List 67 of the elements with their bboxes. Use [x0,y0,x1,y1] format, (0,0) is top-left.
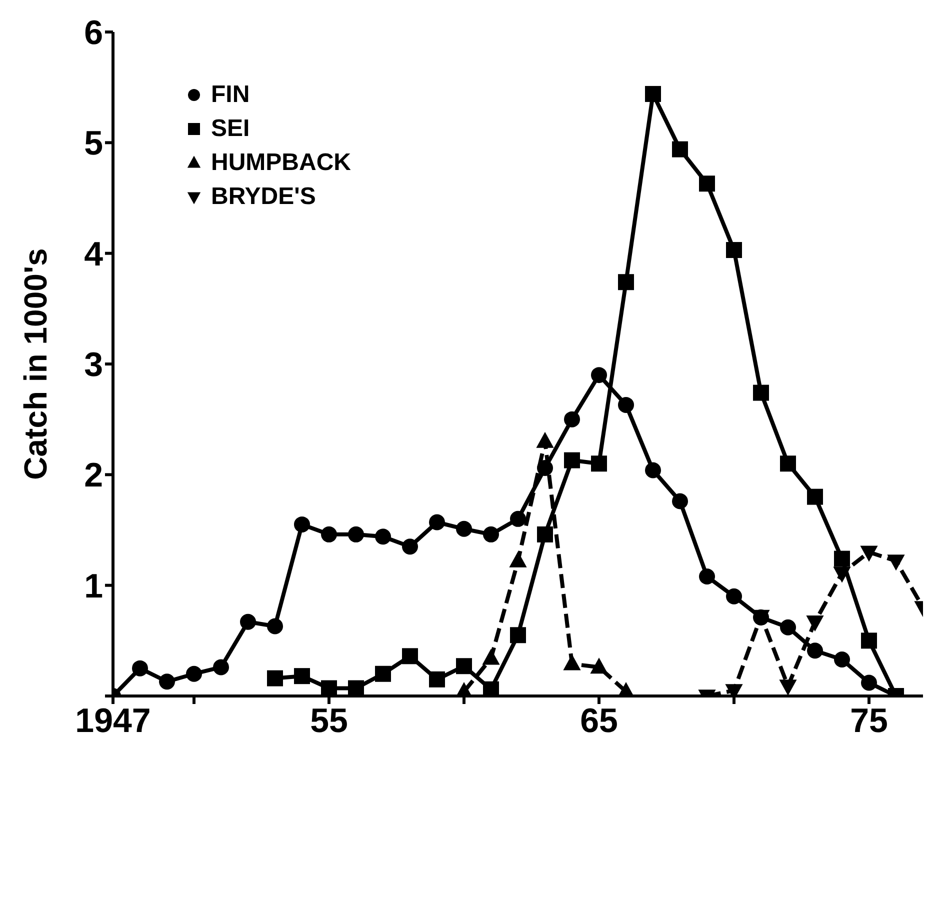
point [564,452,580,468]
point [807,642,823,659]
legend-label: BRYDE'S [211,182,316,212]
point [537,460,553,476]
point [375,666,391,682]
point [780,456,796,472]
legend-label: HUMPBACK [211,148,351,178]
point [699,176,715,192]
point [590,658,608,674]
point [807,488,823,505]
y-tick-label: 2 [84,456,103,495]
point [348,680,364,696]
point [834,651,850,668]
point [806,615,824,632]
point [861,632,877,649]
x-tick-label: 75 [850,702,888,740]
point [429,514,445,530]
point [645,86,661,102]
x-tick-label: 1947 [75,702,151,740]
point [429,671,445,688]
point [861,674,877,691]
point [240,614,256,630]
point [294,668,310,684]
point [132,660,148,676]
point [591,456,607,472]
point [267,618,283,634]
point [834,550,850,567]
x-tick-label: 65 [580,702,618,740]
point [267,670,283,686]
point [510,510,526,527]
point [402,538,418,555]
point [591,367,607,384]
legend-label: SEI [211,114,250,144]
point [672,141,688,158]
point [753,384,769,401]
point [213,659,229,676]
point [402,648,418,664]
point [456,520,472,537]
y-tick-label: 3 [84,346,103,384]
point [348,526,364,542]
point [780,619,796,636]
point [672,493,688,510]
point [159,674,175,690]
point [726,588,742,604]
point [537,526,553,542]
point [483,526,499,542]
y-tick-label: 5 [84,124,103,163]
point [699,568,715,584]
y-tick-label: 4 [84,235,104,274]
point [618,396,634,413]
point [618,274,634,290]
legend-label: FIN [211,80,250,110]
point [294,516,310,532]
point [321,526,337,542]
x-tick-label: 55 [310,702,348,740]
point [645,462,661,478]
point [456,658,472,674]
y-axis-title: Catch in 1000's [17,248,54,480]
point [564,411,580,428]
point [321,680,337,696]
point [186,666,202,682]
point [726,242,742,258]
point [375,528,391,545]
point [510,627,526,644]
point [483,681,499,696]
y-tick-label: 1 [84,567,103,606]
y-tick-label: 6 [84,14,103,52]
